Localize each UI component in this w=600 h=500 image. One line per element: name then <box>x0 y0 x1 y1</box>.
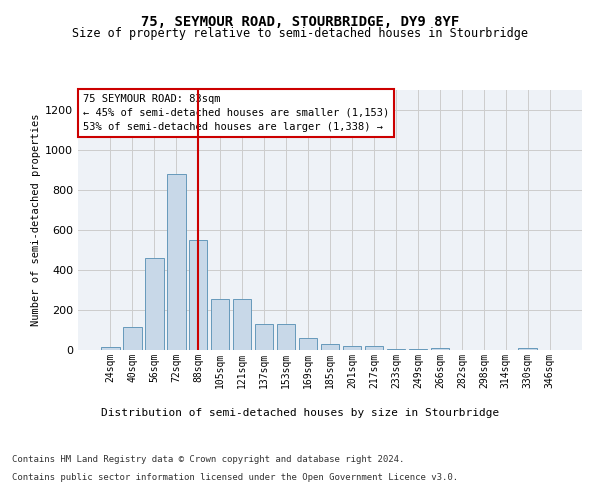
Bar <box>299 338 317 350</box>
Text: Contains public sector information licensed under the Open Government Licence v3: Contains public sector information licen… <box>12 472 458 482</box>
Bar <box>277 324 295 350</box>
Bar <box>518 348 537 350</box>
Text: Contains HM Land Registry data © Crown copyright and database right 2024.: Contains HM Land Registry data © Crown c… <box>12 455 404 464</box>
Bar <box>343 346 361 350</box>
Bar <box>145 258 164 350</box>
Text: Distribution of semi-detached houses by size in Stourbridge: Distribution of semi-detached houses by … <box>101 408 499 418</box>
Bar <box>211 299 229 350</box>
Bar <box>167 174 185 350</box>
Bar <box>233 299 251 350</box>
Text: 75, SEYMOUR ROAD, STOURBRIDGE, DY9 8YF: 75, SEYMOUR ROAD, STOURBRIDGE, DY9 8YF <box>141 15 459 29</box>
Bar <box>365 346 383 350</box>
Y-axis label: Number of semi-detached properties: Number of semi-detached properties <box>31 114 41 326</box>
Bar <box>386 349 405 350</box>
Bar <box>255 324 274 350</box>
Bar <box>409 349 427 350</box>
Bar <box>320 344 340 350</box>
Bar <box>189 240 208 350</box>
Text: 75 SEYMOUR ROAD: 83sqm
← 45% of semi-detached houses are smaller (1,153)
53% of : 75 SEYMOUR ROAD: 83sqm ← 45% of semi-det… <box>83 94 389 132</box>
Bar <box>101 347 119 350</box>
Bar <box>123 327 142 350</box>
Bar <box>431 348 449 350</box>
Text: Size of property relative to semi-detached houses in Stourbridge: Size of property relative to semi-detach… <box>72 28 528 40</box>
